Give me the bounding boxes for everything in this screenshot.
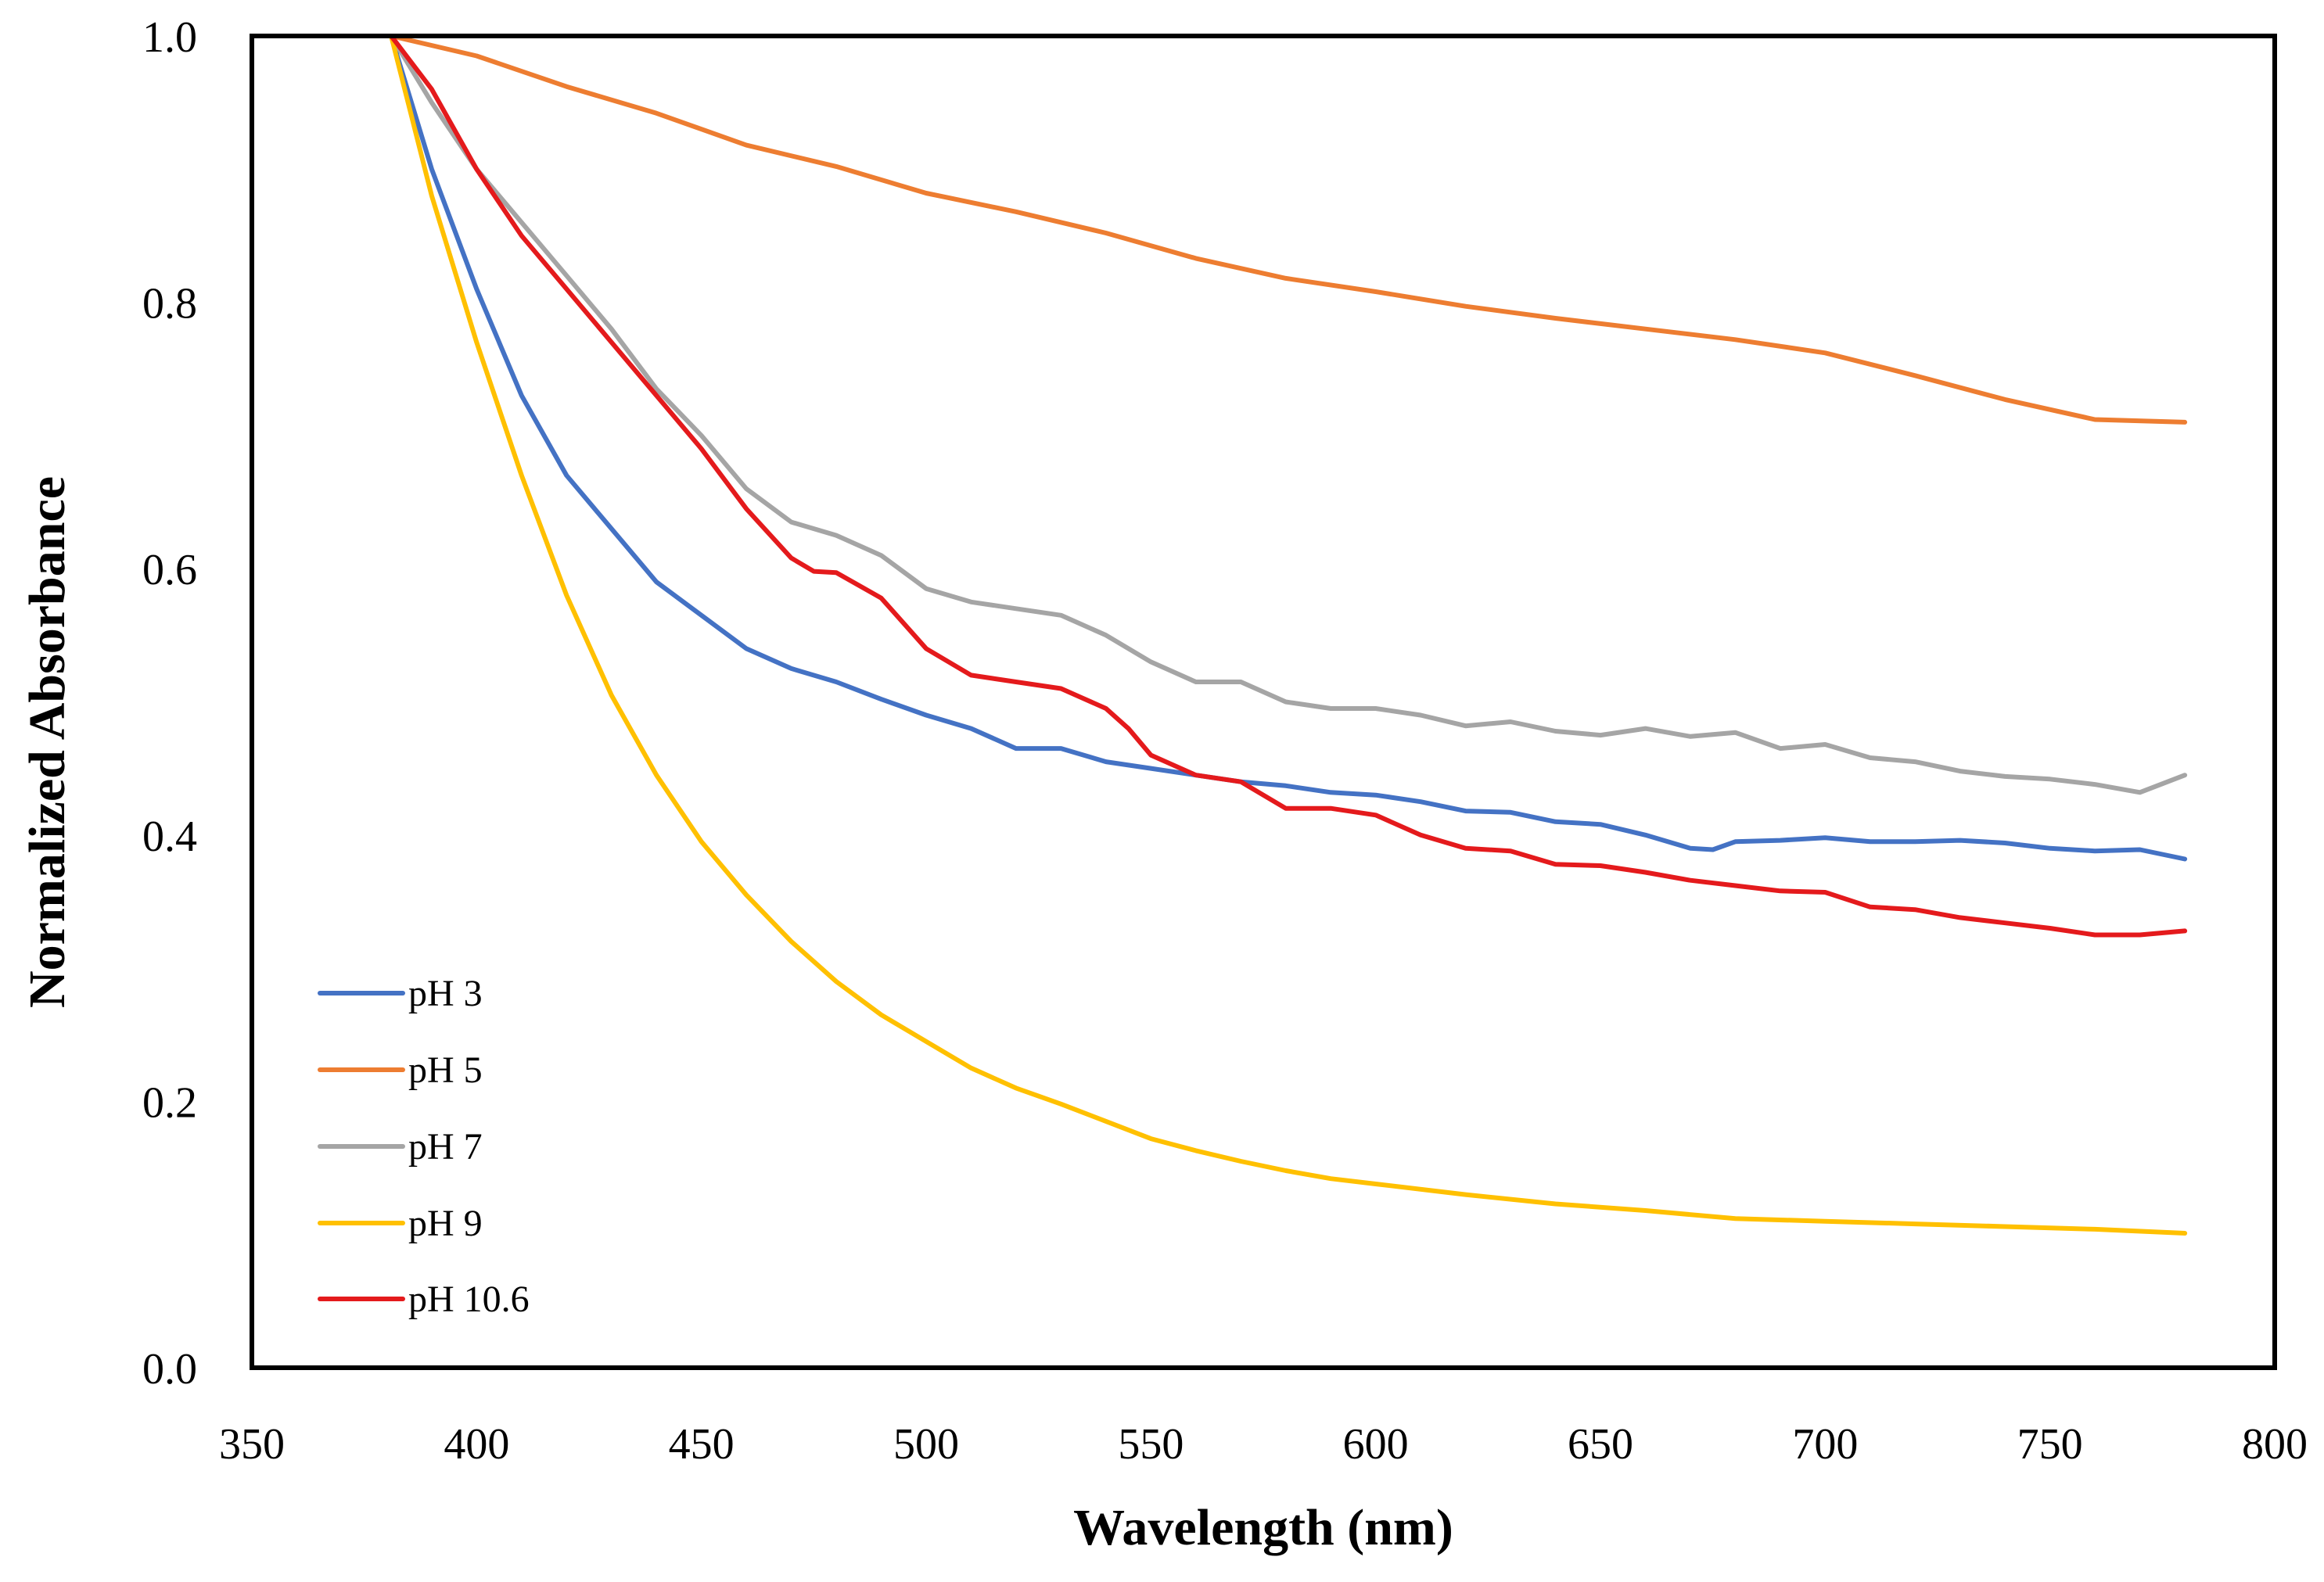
axis-tick-labels: 350 400 450 500 550 600 650 700 750 800 0.0 0.2 0.4 0… [142,13,2308,1469]
legend-label-ph-3: pH 3 [408,973,483,1014]
y-tick-label: 0.2 [142,1078,197,1127]
legend-label-ph-10-6: pH 10.6 [408,1279,530,1320]
x-tick-label: 650 [1568,1420,1633,1469]
series-line-ph-9 [389,34,2188,1236]
y-tick-label: 1.0 [142,13,197,62]
y-axis-title: Normalized Absorbance [19,476,76,1008]
x-tick-label: 400 [444,1420,509,1469]
series-line-ph-10-6 [389,34,2188,938]
y-tick-label: 0.6 [142,546,197,594]
legend: pH 3 pH 5 pH 7 pH 9 pH 10.6 [318,973,530,1320]
x-axis-title: Wavelength (nm) [1073,1499,1453,1556]
x-tick-label: 800 [2242,1420,2308,1469]
legend-label-ph-5: pH 5 [408,1049,483,1091]
x-tick-label: 600 [1343,1420,1409,1469]
x-tick-label: 450 [669,1420,735,1469]
x-tick-label: 750 [2017,1420,2083,1469]
legend-label-ph-9: pH 9 [408,1203,483,1244]
x-tick-label: 350 [219,1420,285,1469]
x-tick-label: 500 [893,1420,959,1469]
series-line-ph-3 [389,34,2188,862]
y-tick-label: 0.8 [142,280,197,328]
series-line-ph-7 [389,34,2188,795]
legend-label-ph-7: pH 7 [408,1126,483,1168]
series-line-ph-5 [389,34,2188,425]
series-lines [389,34,2188,1236]
x-tick-label: 700 [1792,1420,1858,1469]
x-tick-label: 550 [1118,1420,1184,1469]
plot-frame [250,34,2277,1370]
y-tick-label: 0.0 [142,1345,197,1394]
y-tick-label: 0.4 [142,813,197,861]
